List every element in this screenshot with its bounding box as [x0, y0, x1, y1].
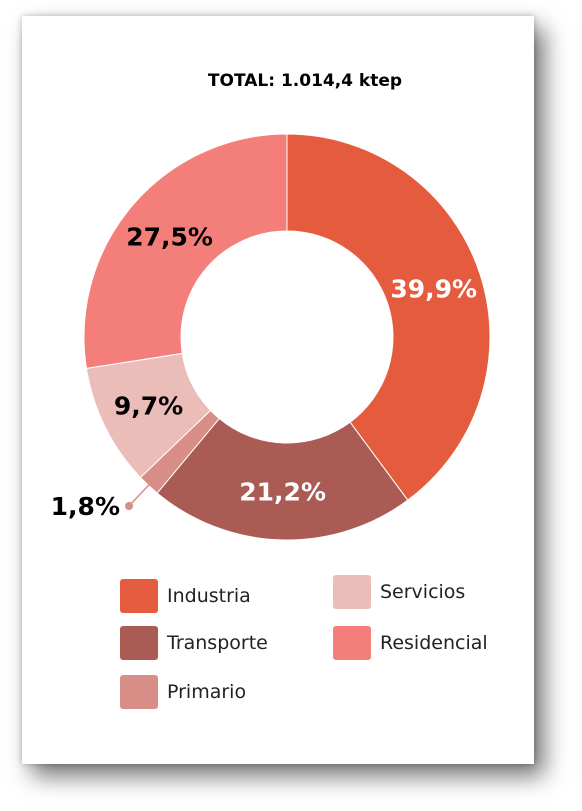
legend-swatch-residencial: [333, 626, 371, 660]
legend-label-servicios: Servicios: [380, 581, 466, 603]
slice-label-servicios: 9,7%: [114, 392, 183, 421]
legend-swatch-industria: [120, 579, 158, 613]
legend-item-servicios: Servicios: [333, 575, 465, 609]
legend-item-industria: Industria: [120, 579, 251, 613]
slice-transporte: [156, 417, 409, 541]
legend-label-transporte: Transporte: [167, 632, 268, 654]
slice-label-industria: 39,9%: [390, 275, 477, 304]
chart-card: TOTAL: 1.014,4 ktep 39,9% 21,2% 1,8% 9,7% 27…: [22, 16, 534, 764]
chart-title: TOTAL: 1.014,4 ktep: [207, 71, 403, 91]
leader-line-primario: [128, 461, 171, 507]
legend-label-primario: Primario: [167, 681, 247, 703]
donut-chart: 39,9% 21,2% 1,8% 9,7% 27,5%: [51, 133, 491, 541]
legend-item-transporte: Transporte: [120, 626, 268, 660]
leader-dot-primario: [125, 502, 133, 510]
slice-label-transporte: 21,2%: [239, 477, 326, 506]
legend-swatch-primario: [120, 675, 158, 709]
legend-label-residencial: Residencial: [380, 632, 488, 654]
slice-label-primario: 1,8%: [51, 492, 120, 521]
slice-residencial: [83, 133, 288, 369]
legend-swatch-transporte: [120, 626, 158, 660]
legend-swatch-servicios: [333, 575, 371, 609]
slice-industria: [286, 133, 491, 501]
legend-label-industria: Industria: [167, 585, 251, 607]
legend-item-residencial: Residencial: [333, 626, 488, 660]
legend-item-primario: Primario: [120, 675, 246, 709]
slice-label-residencial: 27,5%: [126, 223, 213, 252]
